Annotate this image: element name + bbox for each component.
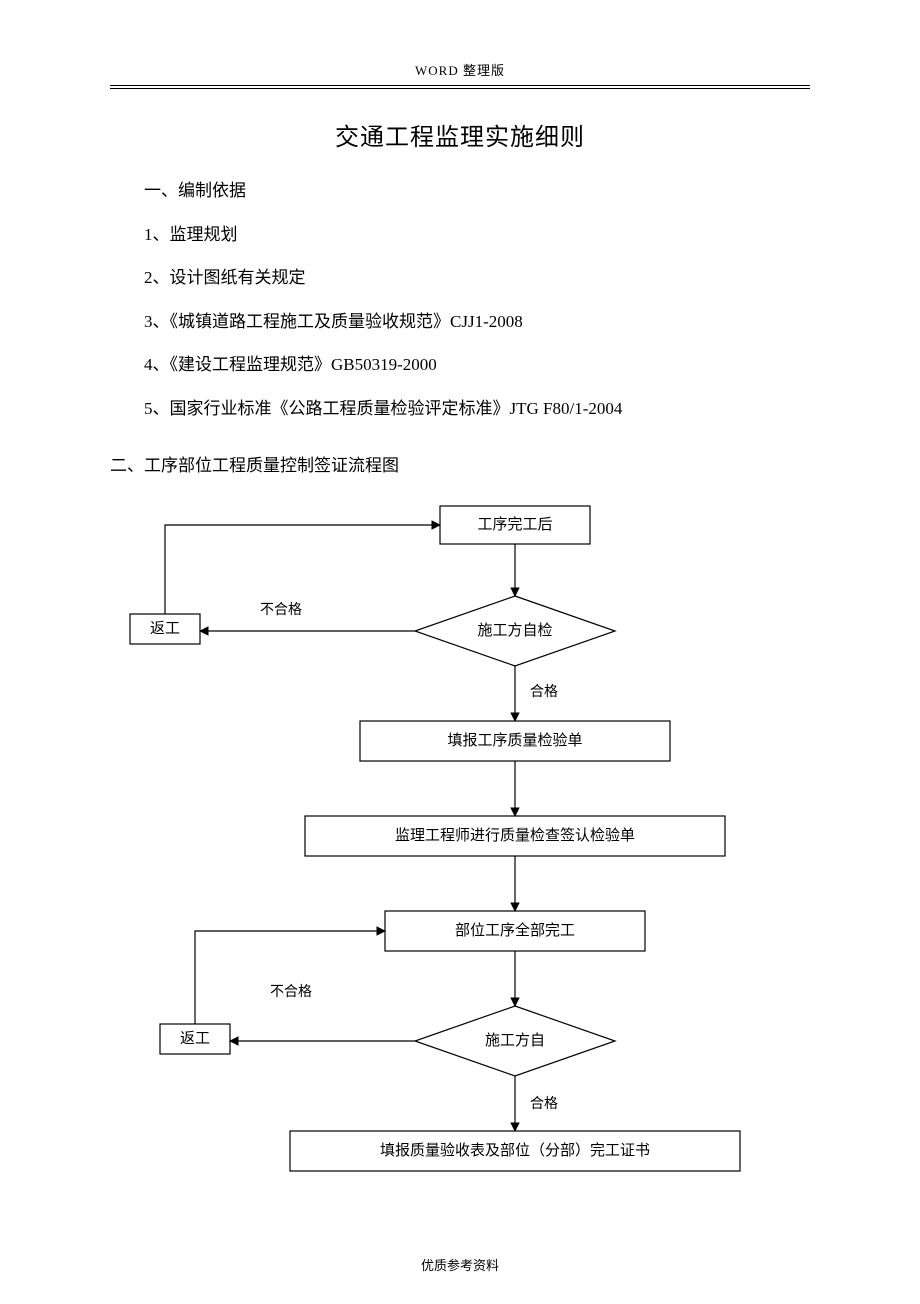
- list-item: 1、监理规划: [110, 222, 810, 248]
- section-1: 一、编制依据 1、监理规划 2、设计图纸有关规定 3、《城镇道路工程施工及质量验…: [110, 178, 810, 421]
- flowchart: 工序完工后施工方自检返工填报工序质量检验单监理工程师进行质量检查签认检验单部位工…: [110, 496, 810, 1236]
- svg-text:施工方自: 施工方自: [485, 1032, 545, 1049]
- page: WORD 整理版 交通工程监理实施细则 一、编制依据 1、监理规划 2、设计图纸…: [0, 0, 920, 1304]
- list-item: 2、设计图纸有关规定: [110, 265, 810, 291]
- flowchart-svg: 工序完工后施工方自检返工填报工序质量检验单监理工程师进行质量检查签认检验单部位工…: [110, 496, 810, 1236]
- svg-text:施工方自检: 施工方自检: [477, 622, 552, 639]
- svg-text:合格: 合格: [530, 684, 558, 700]
- document-title: 交通工程监理实施细则: [110, 117, 810, 152]
- section-2-heading: 二、工序部位工程质量控制签证流程图: [110, 451, 810, 476]
- list-item: 4、《建设工程监理规范》GB50319-2000: [110, 352, 810, 378]
- page-header: WORD 整理版: [110, 60, 810, 85]
- svg-text:返工: 返工: [180, 1030, 210, 1047]
- section-1-heading: 一、编制依据: [110, 178, 810, 204]
- list-item: 5、国家行业标准《公路工程质量检验评定标准》JTG F80/1-2004: [110, 396, 810, 422]
- svg-text:合格: 合格: [530, 1096, 558, 1112]
- page-footer: 优质参考资料: [0, 1255, 920, 1274]
- svg-text:不合格: 不合格: [260, 602, 302, 618]
- svg-text:不合格: 不合格: [270, 984, 312, 1000]
- svg-text:工序完工后: 工序完工后: [477, 516, 552, 533]
- svg-text:返工: 返工: [150, 620, 180, 637]
- svg-text:填报质量验收表及部位（分部）完工证书: 填报质量验收表及部位（分部）完工证书: [380, 1142, 650, 1159]
- svg-text:监理工程师进行质量检查签认检验单: 监理工程师进行质量检查签认检验单: [395, 827, 635, 844]
- list-item: 3、《城镇道路工程施工及质量验收规范》CJJ1-2008: [110, 309, 810, 335]
- svg-text:填报工序质量检验单: 填报工序质量检验单: [447, 732, 582, 749]
- svg-text:部位工序全部完工: 部位工序全部完工: [455, 921, 575, 939]
- header-rule: [110, 85, 810, 89]
